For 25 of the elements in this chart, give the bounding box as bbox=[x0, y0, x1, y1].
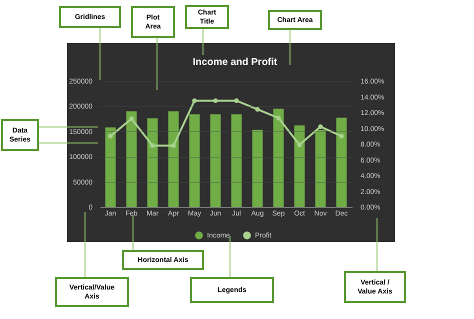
point bbox=[318, 124, 323, 130]
point bbox=[129, 116, 134, 122]
bar bbox=[210, 114, 221, 207]
point bbox=[255, 107, 260, 112]
bar bbox=[126, 111, 137, 207]
bar bbox=[336, 118, 347, 207]
point bbox=[213, 98, 218, 104]
point bbox=[171, 143, 176, 148]
point bbox=[192, 98, 197, 104]
point bbox=[276, 116, 281, 120]
point bbox=[108, 134, 113, 138]
point bbox=[234, 98, 239, 104]
bar bbox=[294, 125, 305, 207]
bar bbox=[315, 130, 326, 207]
bar bbox=[252, 130, 263, 207]
point bbox=[339, 134, 344, 138]
bar bbox=[147, 118, 158, 207]
bar bbox=[105, 127, 116, 207]
chart-title: Income and Profit bbox=[192, 57, 278, 68]
bar bbox=[273, 108, 284, 207]
bar bbox=[168, 111, 179, 207]
bar bbox=[189, 114, 200, 207]
bar bbox=[231, 114, 242, 207]
point bbox=[297, 142, 302, 148]
point bbox=[150, 143, 155, 148]
